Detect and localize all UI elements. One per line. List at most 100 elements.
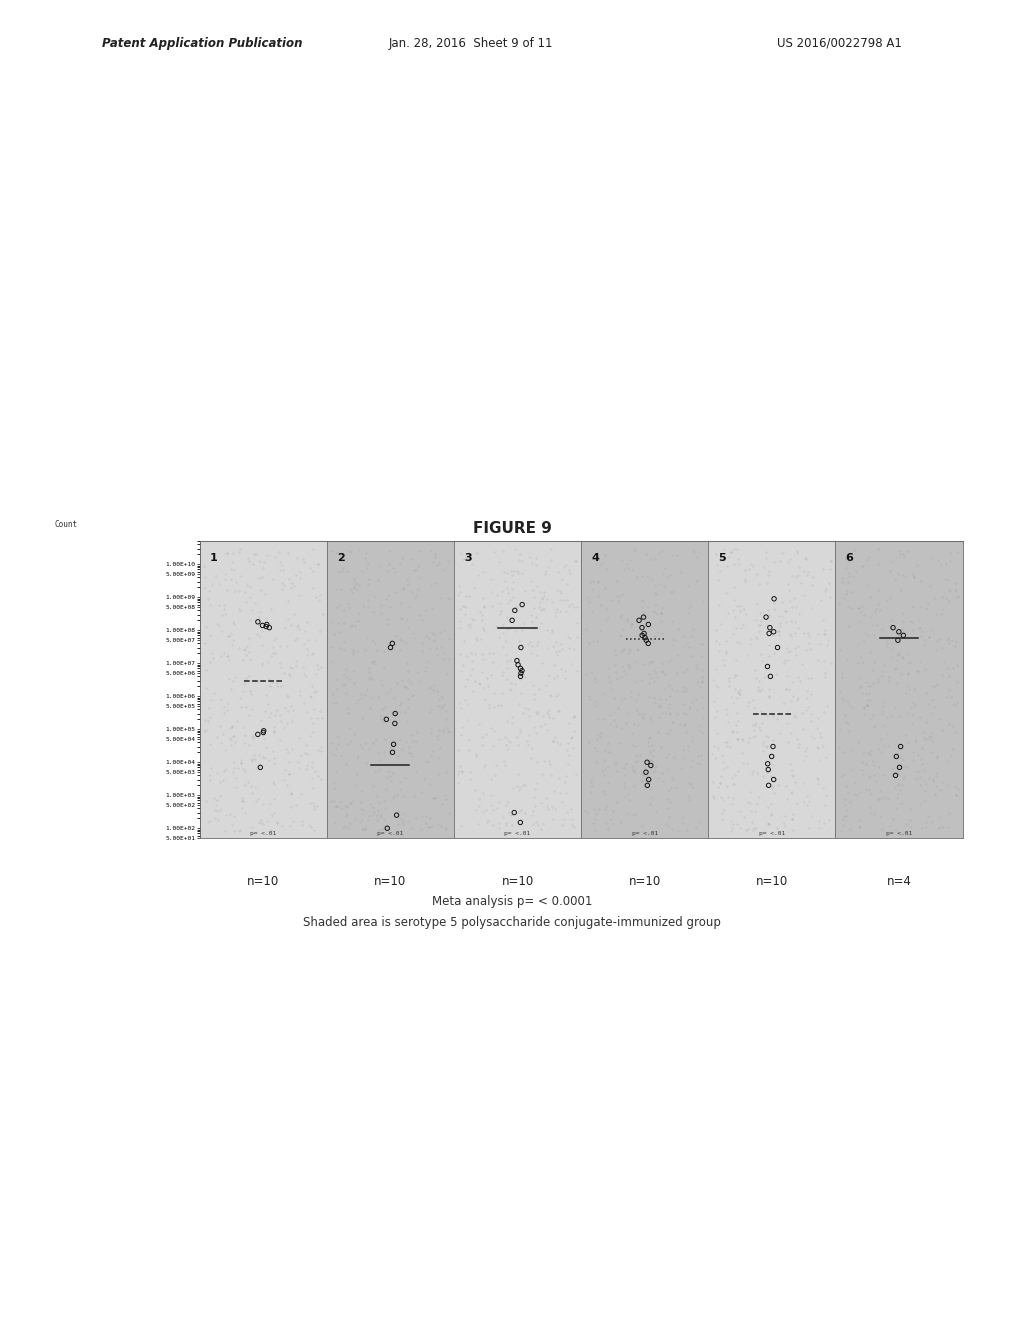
Point xyxy=(850,634,866,655)
Point xyxy=(948,672,965,693)
Point xyxy=(245,748,261,770)
Point xyxy=(530,814,547,836)
Point xyxy=(219,645,236,667)
Point xyxy=(492,603,508,624)
Point xyxy=(263,820,280,841)
Point xyxy=(506,560,522,581)
Point xyxy=(800,622,816,643)
Point xyxy=(683,595,699,616)
Point xyxy=(643,668,659,689)
Point xyxy=(426,630,442,651)
Point xyxy=(786,772,803,793)
Point xyxy=(537,714,553,735)
Point xyxy=(564,809,581,830)
Point xyxy=(354,737,371,758)
Point xyxy=(526,785,543,807)
Point xyxy=(429,554,445,576)
Point xyxy=(590,725,606,746)
Point xyxy=(713,614,729,635)
Point xyxy=(725,576,741,597)
Point xyxy=(788,729,805,750)
Point xyxy=(781,678,798,700)
Point xyxy=(381,541,397,562)
Point xyxy=(809,737,825,758)
Point xyxy=(755,731,771,752)
Point xyxy=(634,565,650,586)
Point xyxy=(707,747,723,768)
Point xyxy=(514,594,530,615)
Point xyxy=(305,561,322,582)
Point xyxy=(394,803,411,824)
Point xyxy=(310,659,327,680)
Point xyxy=(905,619,922,640)
Point xyxy=(258,685,274,706)
Point xyxy=(522,643,539,664)
Point xyxy=(237,803,253,824)
Point xyxy=(352,688,369,709)
Point xyxy=(663,649,679,671)
Point xyxy=(222,803,239,824)
Point xyxy=(834,766,850,787)
Point xyxy=(710,776,726,797)
Point xyxy=(735,615,752,636)
Point xyxy=(642,726,658,747)
Point xyxy=(327,813,343,834)
Point xyxy=(731,800,748,821)
Point xyxy=(458,545,474,566)
Point xyxy=(458,597,474,618)
Point xyxy=(512,812,528,833)
Point xyxy=(513,663,529,684)
Point xyxy=(647,583,664,605)
Point xyxy=(313,768,330,789)
Point xyxy=(775,652,792,673)
Point xyxy=(934,586,950,607)
Point xyxy=(694,591,711,612)
Point xyxy=(528,772,545,793)
Point xyxy=(255,722,271,743)
Point xyxy=(626,760,642,781)
Point xyxy=(913,754,930,775)
Point xyxy=(531,591,548,612)
Point xyxy=(694,672,711,693)
Point xyxy=(424,597,440,618)
Point xyxy=(357,543,374,564)
Point xyxy=(870,553,887,574)
Point xyxy=(729,595,745,616)
Point xyxy=(659,722,676,743)
Text: Count: Count xyxy=(54,520,78,529)
Point xyxy=(379,561,395,582)
Point xyxy=(885,616,901,638)
Point xyxy=(291,585,307,606)
Point xyxy=(231,820,248,841)
Point xyxy=(378,589,394,610)
Point xyxy=(815,610,831,631)
Point xyxy=(608,661,625,682)
Point xyxy=(749,628,765,649)
Point xyxy=(398,568,415,589)
Point xyxy=(485,541,502,562)
Point xyxy=(940,628,956,649)
Point xyxy=(493,601,509,622)
Point xyxy=(542,754,558,775)
Point xyxy=(923,548,939,569)
Point xyxy=(337,675,353,696)
Point xyxy=(200,812,216,833)
Point xyxy=(658,758,675,779)
Point xyxy=(925,768,941,789)
Point xyxy=(911,793,928,814)
Text: Meta analysis p= < 0.0001: Meta analysis p= < 0.0001 xyxy=(432,895,592,908)
Point xyxy=(611,586,628,607)
Point xyxy=(849,731,865,752)
Point xyxy=(304,676,321,697)
Point xyxy=(294,814,310,836)
Point xyxy=(616,558,633,579)
Point xyxy=(732,632,749,653)
Point xyxy=(805,566,821,587)
Point xyxy=(644,787,660,808)
Point xyxy=(338,805,354,826)
Point xyxy=(207,799,223,820)
Point xyxy=(922,626,938,647)
Point xyxy=(261,750,278,771)
Point xyxy=(739,731,756,752)
Point xyxy=(286,603,302,624)
